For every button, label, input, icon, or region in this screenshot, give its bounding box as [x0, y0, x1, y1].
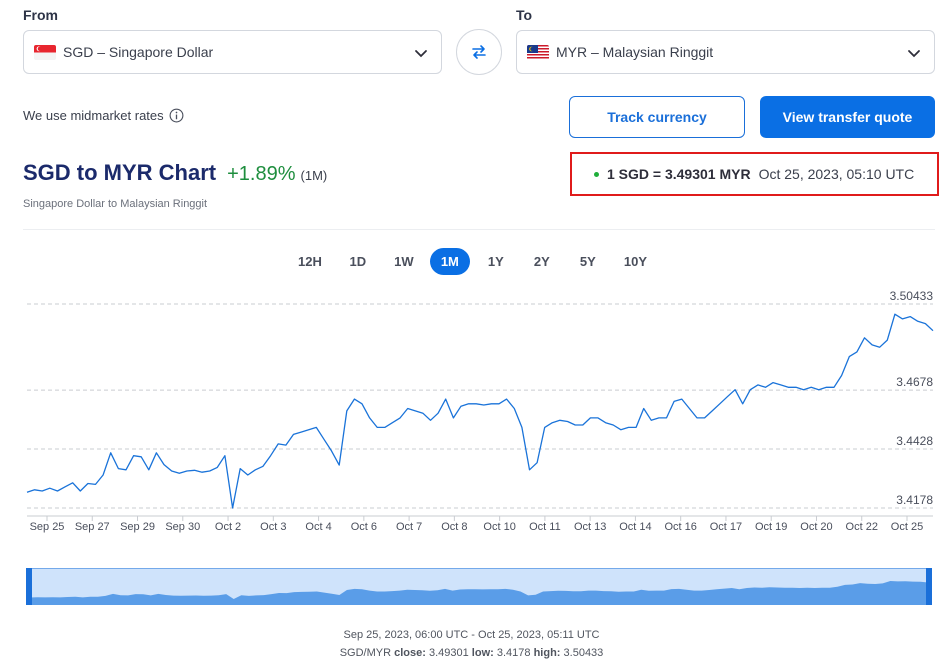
info-icon[interactable] — [169, 108, 184, 123]
x-tick-label: Oct 25 — [891, 521, 923, 533]
live-indicator-icon — [594, 171, 599, 177]
range-10y-button[interactable]: 10Y — [623, 254, 647, 269]
range-1y-button[interactable]: 1Y — [487, 254, 504, 269]
range-5y-button[interactable]: 5Y — [579, 254, 596, 269]
midmarket-note: We use midmarket rates — [23, 108, 184, 123]
range-navigator[interactable] — [26, 568, 932, 605]
x-tick-label: Oct 13 — [574, 521, 606, 533]
x-tick-label: Oct 11 — [529, 521, 561, 533]
rate-text: 1 SGD = 3.49301 MYR — [607, 166, 751, 182]
to-label: To — [516, 7, 533, 23]
chevron-down-icon — [908, 50, 920, 58]
range-1w-button[interactable]: 1W — [394, 254, 414, 269]
track-currency-button[interactable]: Track currency — [569, 96, 745, 138]
x-tick-label: Sep 27 — [75, 521, 110, 533]
x-tick-label: Oct 20 — [800, 521, 832, 533]
x-tick-label: Oct 22 — [846, 521, 878, 533]
chart-heading: SGD to MYR Chart +1.89% (1M) — [23, 160, 327, 186]
low-value: 3.4178 — [496, 647, 531, 659]
range-2y-button[interactable]: 2Y — [533, 254, 550, 269]
x-tick-label: Sep 29 — [120, 521, 155, 533]
to-currency-value: MYR – Malaysian Ringgit — [556, 44, 714, 60]
y-tick-label: 3.4678 — [896, 375, 933, 389]
x-tick-label: Oct 10 — [483, 521, 515, 533]
navigator-area — [30, 581, 928, 605]
x-tick-label: Oct 17 — [710, 521, 742, 533]
low-label: low: — [471, 647, 494, 659]
ohlc-summary: SGD/MYR close: 3.49301 low: 3.4178 high:… — [0, 647, 943, 659]
midmarket-text: We use midmarket rates — [23, 108, 164, 123]
from-currency-value: SGD – Singapore Dollar — [63, 44, 214, 60]
change-percent: +1.89% — [227, 163, 296, 185]
date-range-text: Sep 25, 2023, 06:00 UTC - Oct 25, 2023, … — [343, 629, 600, 641]
x-tick-label: Oct 6 — [351, 521, 377, 533]
x-tick-label: Oct 7 — [396, 521, 422, 533]
range-1m-button[interactable]: 1M — [429, 248, 470, 275]
from-currency-select[interactable]: SGD – Singapore Dollar — [23, 30, 442, 74]
close-label: close: — [394, 647, 426, 659]
swap-currencies-button[interactable] — [456, 29, 502, 75]
swap-arrows-icon — [472, 45, 486, 59]
from-label: From — [23, 7, 58, 23]
close-value: 3.49301 — [428, 647, 469, 659]
range-12h-button[interactable]: 12H — [298, 254, 322, 269]
change-period: (1M) — [300, 168, 328, 183]
high-label: high: — [533, 647, 561, 659]
x-tick-label: Oct 3 — [260, 521, 286, 533]
rate-line-chart[interactable]: 3.50433 3.4678 3.4428 3.4178 Sep 25 Sep 27 Sep… — [0, 290, 943, 540]
high-value: 3.50433 — [563, 647, 604, 659]
range-selector: 12H 1D 1W 1M 1Y 2Y 5Y 10Y — [288, 248, 663, 275]
y-tick-label: 3.4428 — [896, 434, 933, 448]
rate-series-line — [26, 313, 934, 509]
y-tick-label: 3.50433 — [890, 290, 934, 303]
pair-label: SGD/MYR — [339, 647, 392, 659]
chevron-down-icon — [415, 50, 427, 58]
navigator-left-handle[interactable] — [26, 568, 32, 605]
x-tick-label: Sep 30 — [165, 521, 200, 533]
x-tick-label: Oct 2 — [215, 521, 241, 533]
range-1d-button[interactable]: 1D — [349, 254, 367, 269]
to-currency-select[interactable]: MYR – Malaysian Ringgit — [516, 30, 935, 74]
chart-title: SGD to MYR Chart — [23, 160, 217, 185]
rate-time: Oct 25, 2023, 05:10 UTC — [758, 166, 915, 182]
malaysia-flag-icon — [527, 44, 549, 60]
x-tick-label: Oct 19 — [755, 521, 787, 533]
view-transfer-quote-button[interactable]: View transfer quote — [760, 96, 935, 138]
x-tick-label: Sep 25 — [30, 521, 65, 533]
y-tick-label: 3.4178 — [896, 493, 933, 507]
x-tick-label: Oct 16 — [664, 521, 696, 533]
current-rate-box: 1 SGD = 3.49301 MYR Oct 25, 2023, 05:10 … — [570, 152, 939, 196]
navigator-right-handle[interactable] — [926, 568, 932, 605]
divider — [23, 229, 935, 230]
x-tick-label: Oct 8 — [441, 521, 467, 533]
chart-subtitle: Singapore Dollar to Malaysian Ringgit — [23, 198, 208, 210]
x-tick-label: Oct 4 — [305, 521, 331, 533]
x-tick-label: Oct 14 — [619, 521, 651, 533]
singapore-flag-icon — [34, 44, 56, 60]
